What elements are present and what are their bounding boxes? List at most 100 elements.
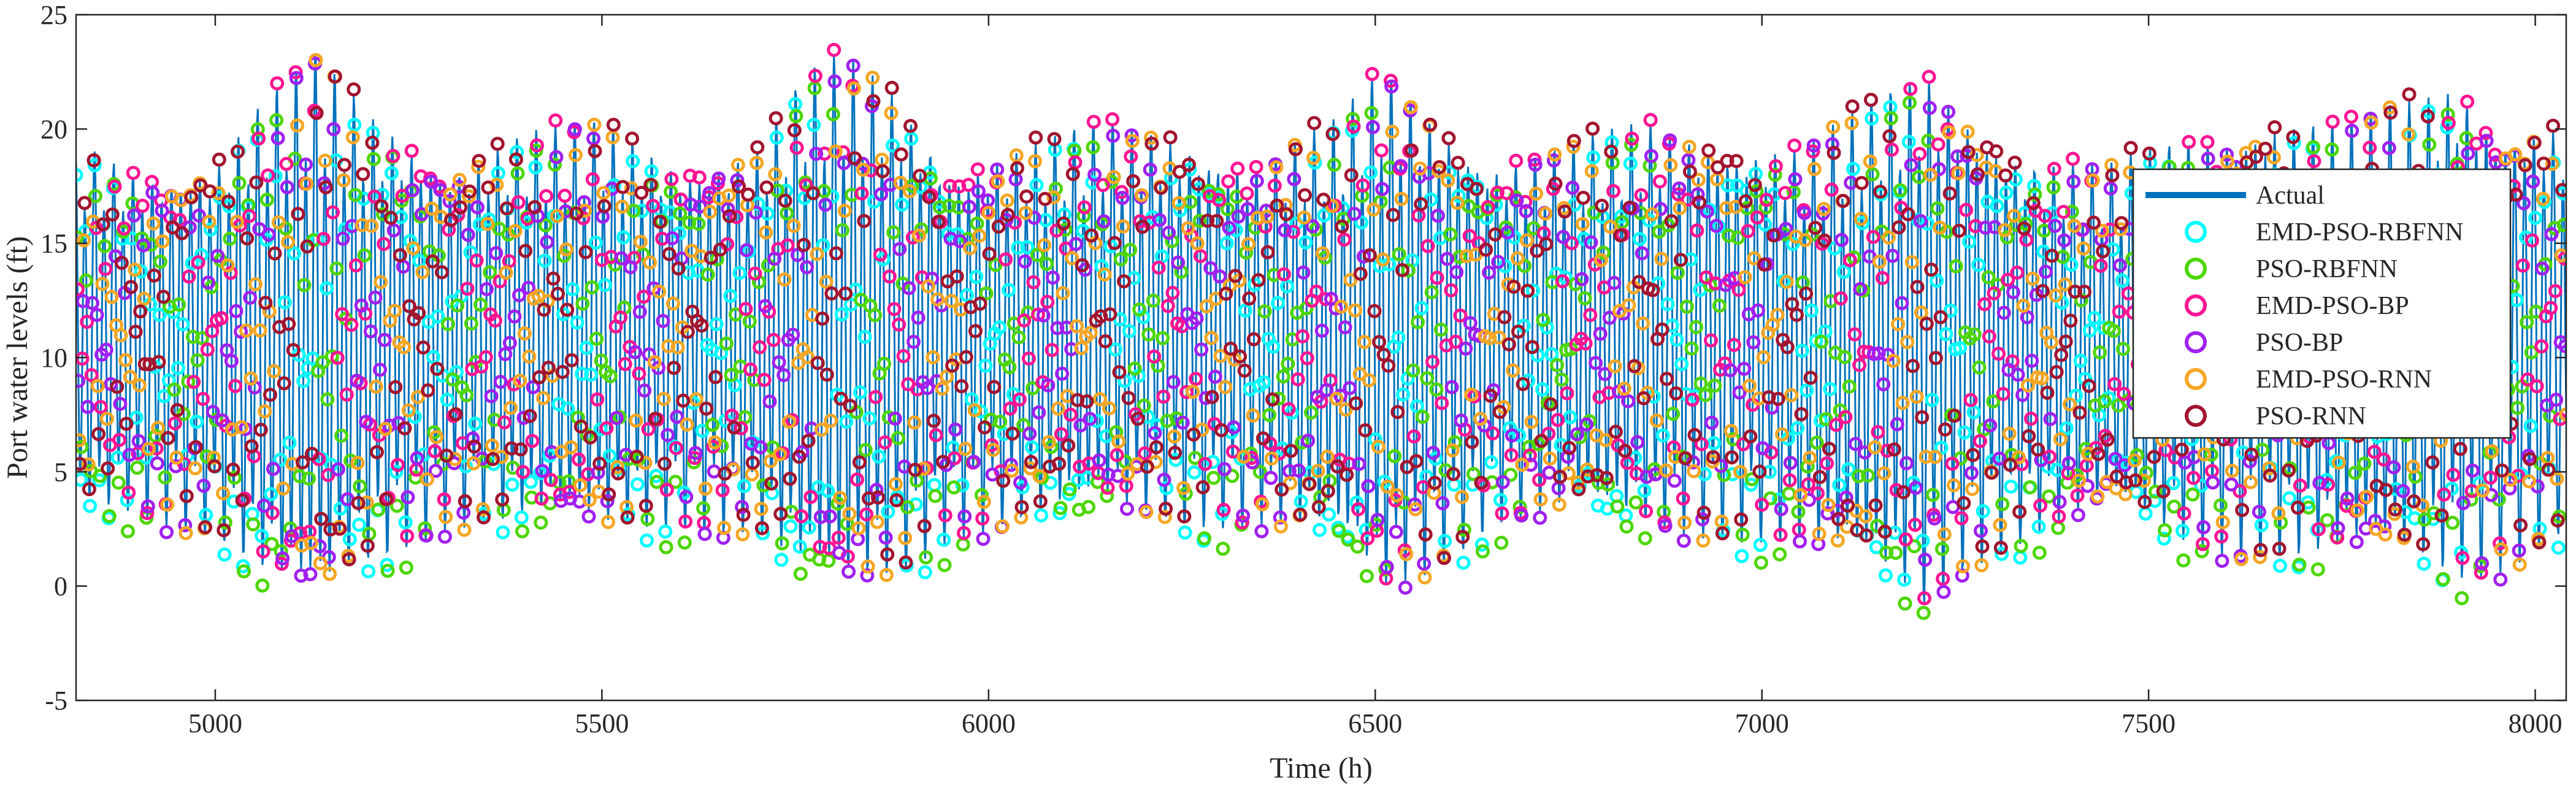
- point-emd-pso-rnn: [587, 117, 602, 132]
- point-emd-pso-rnn: [439, 510, 453, 524]
- point-pso-rbfnn: [1689, 320, 1703, 334]
- point-emd-pso-rbfnn: [1800, 383, 1814, 398]
- point-emd-pso-rnn: [1510, 251, 1525, 266]
- point-emd-pso-rbfnn: [2273, 559, 2287, 573]
- point-emd-pso-bp: [1495, 506, 1509, 521]
- point-pso-rnn: [1177, 509, 1192, 524]
- point-pso-rnn: [2035, 284, 2050, 298]
- point-emd-pso-rbfnn: [1238, 303, 1252, 318]
- point-emd-pso-bp: [1727, 337, 1741, 352]
- point-pso-bp: [2201, 151, 2215, 166]
- point-pso-rnn: [699, 401, 714, 416]
- point-emd-pso-rnn: [2099, 475, 2114, 489]
- point-pso-rbfnn: [1076, 209, 1091, 223]
- point-pso-rnn: [2267, 120, 2282, 134]
- point-pso-rbfnn: [1392, 247, 1406, 262]
- point-pso-rbfnn: [237, 564, 251, 579]
- point-emd-pso-rnn: [113, 328, 128, 342]
- point-emd-pso-rnn: [735, 527, 750, 542]
- point-pso-bp: [1175, 415, 1190, 430]
- point-emd-pso-bp: [172, 213, 187, 228]
- point-pso-bp: [2048, 218, 2063, 233]
- point-pso-rnn: [184, 190, 199, 205]
- point-pso-rnn: [564, 353, 579, 367]
- point-pso-rnn: [597, 199, 611, 213]
- point-emd-pso-rnn: [104, 289, 119, 304]
- point-emd-pso-rnn: [670, 340, 685, 354]
- point-emd-pso-rnn: [1334, 299, 1349, 314]
- point-emd-pso-bp: [543, 473, 558, 488]
- point-pso-rnn: [1376, 347, 1391, 362]
- point-emd-pso-rbfnn: [2027, 178, 2041, 193]
- point-emd-pso-bp: [1230, 161, 1245, 176]
- point-pso-rbfnn: [979, 286, 994, 301]
- point-pso-rbfnn: [111, 475, 126, 490]
- point-emd-pso-bp: [757, 372, 772, 387]
- point-pso-rbfnn: [2139, 465, 2153, 480]
- point-emd-pso-rnn: [889, 477, 903, 491]
- point-emd-pso-rnn: [1311, 464, 1325, 478]
- point-emd-pso-bp: [2182, 135, 2196, 149]
- point-emd-pso-bp: [2525, 233, 2539, 248]
- point-emd-pso-rbfnn: [992, 320, 1006, 335]
- point-emd-pso-rnn: [1919, 450, 1933, 464]
- point-pso-bp: [1528, 158, 1543, 172]
- point-pso-rnn: [708, 370, 723, 385]
- point-emd-pso-rbfnn: [1823, 381, 1838, 396]
- point-pso-rnn: [1501, 337, 1516, 351]
- point-emd-pso-bp: [1351, 502, 1365, 516]
- point-pso-rbfnn: [886, 225, 901, 240]
- point-emd-pso-bp: [1420, 239, 1435, 253]
- point-pso-bp: [1927, 511, 1942, 526]
- point-pso-rnn: [1358, 423, 1373, 438]
- point-emd-pso-rnn: [1998, 223, 2012, 237]
- point-pso-rbfnn: [380, 564, 395, 578]
- point-emd-pso-rnn: [1018, 205, 1033, 220]
- point-emd-pso-rnn: [2262, 461, 2277, 475]
- point-pso-bp: [1287, 172, 1301, 186]
- point-emd-pso-rnn: [1111, 434, 1126, 449]
- point-emd-pso-rnn: [1371, 439, 1386, 454]
- point-pso-rnn: [1799, 286, 1814, 301]
- point-pso-bp: [2312, 476, 2327, 491]
- point-emd-pso-bp: [84, 368, 99, 383]
- point-pso-rbfnn: [1252, 464, 1267, 479]
- point-pso-bp: [470, 200, 485, 215]
- point-pso-bp: [1793, 534, 1807, 549]
- point-emd-pso-rnn: [137, 291, 151, 306]
- point-pso-rnn: [412, 306, 426, 320]
- point-emd-pso-rbfnn: [1396, 387, 1411, 402]
- y-tick-label: 5: [54, 457, 67, 487]
- point-emd-pso-bp: [938, 508, 953, 523]
- point-pso-bp: [428, 464, 443, 478]
- point-pso-rbfnn: [1967, 327, 1982, 342]
- point-emd-pso-bp: [1824, 182, 1839, 197]
- point-pso-rnn: [667, 361, 681, 375]
- point-emd-pso-bp: [1114, 185, 1129, 199]
- point-pso-rnn: [968, 324, 983, 339]
- point-pso-rnn: [1618, 443, 1632, 458]
- point-pso-rnn: [1562, 440, 1577, 455]
- point-pso-bp: [1560, 450, 1575, 464]
- point-emd-pso-rbfnn: [175, 317, 190, 332]
- point-emd-pso-rnn: [856, 163, 871, 177]
- point-pso-bp: [1046, 270, 1060, 285]
- point-emd-pso-bp: [2363, 140, 2377, 155]
- point-emd-pso-bp: [1165, 286, 1180, 300]
- point-pso-rbfnn: [1262, 408, 1276, 423]
- point-pso-bp: [405, 183, 420, 197]
- point-pso-rnn: [2286, 130, 2301, 144]
- point-pso-bp: [948, 422, 963, 437]
- point-pso-rbfnn: [195, 331, 209, 345]
- point-pso-rnn: [2049, 365, 2064, 380]
- point-emd-pso-rnn: [2522, 474, 2536, 489]
- point-emd-pso-rnn: [1092, 392, 1107, 407]
- point-pso-bp: [878, 531, 893, 545]
- point-pso-bp: [609, 411, 624, 425]
- point-emd-pso-rbfnn: [1586, 150, 1601, 165]
- point-emd-pso-rnn: [879, 568, 894, 582]
- point-emd-pso-bp: [1221, 174, 1236, 189]
- point-emd-pso-rnn: [1097, 267, 1112, 282]
- point-pso-rbfnn: [1127, 361, 1142, 376]
